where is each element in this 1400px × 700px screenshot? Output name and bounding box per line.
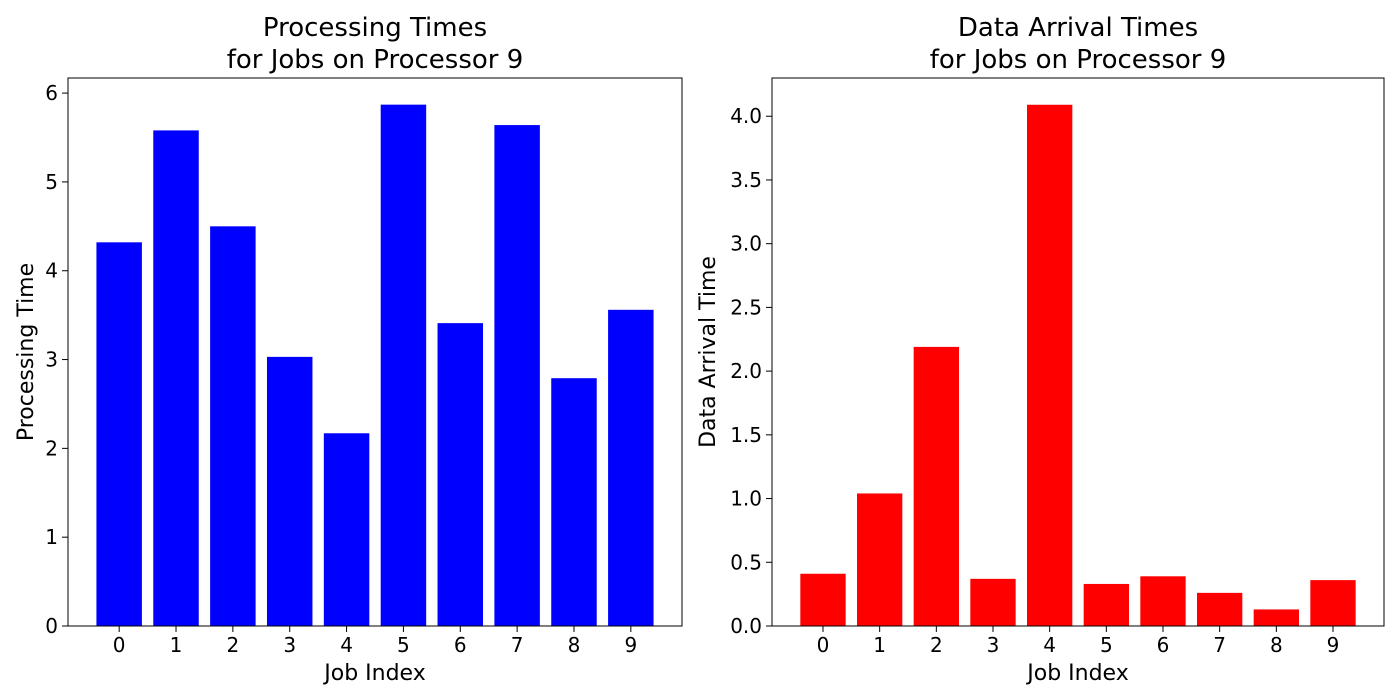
bar-job-1 [153,130,199,626]
bar-job-3 [970,578,1016,626]
x-tick-label: 5 [397,633,410,657]
bar-job-7 [1197,592,1243,626]
bar-job-5 [380,104,427,626]
chart-processing-times: Processing Times for Jobs on Processor 9… [14,13,683,686]
bars [96,104,654,626]
y-tick-label: 3 [45,348,58,372]
plot-area-frame [67,77,683,627]
y-axis-ticks: 0.0 0.5 1.0 1.5 2.0 2.5 3.0 3.5 4.0 [730,104,772,638]
y-axis-label: Data Arrival Time [696,256,721,448]
bar-job-9 [608,309,654,626]
x-tick-label: 7 [511,633,524,657]
x-tick-label: 4 [1043,633,1056,657]
bar-job-2 [913,346,959,626]
x-tick-label: 2 [930,633,943,657]
bars [800,104,1356,626]
x-tick-label: 1 [170,633,183,657]
x-tick-label: 3 [987,633,1000,657]
chart-title-line-1: Data Arrival Times [958,13,1198,43]
y-tick-label: 0 [45,614,58,638]
x-axis-ticks: 0 1 2 3 4 5 6 7 8 9 [113,626,637,657]
x-tick-label: 8 [568,633,581,657]
plot-area-frame [771,77,1385,627]
x-axis-label: Job Index [322,661,425,686]
bar-job-8 [551,378,597,626]
bar-job-2 [210,226,256,626]
y-tick-label: 1.5 [730,423,762,447]
x-tick-label: 8 [1270,633,1283,657]
x-tick-label: 2 [227,633,240,657]
y-tick-label: 4 [45,259,58,283]
x-tick-label: 5 [1100,633,1113,657]
chart-title-line-1: Processing Times [263,13,487,43]
bar-job-9 [1310,580,1356,626]
bar-job-0 [96,242,142,626]
y-tick-label: 0.0 [730,614,762,638]
bar-job-0 [800,573,846,626]
y-tick-label: 0.5 [730,550,762,574]
bar-job-7 [494,125,540,626]
bar-job-8 [1253,609,1299,626]
x-tick-label: 3 [283,633,296,657]
y-tick-label: 4.0 [730,104,762,128]
x-tick-label: 9 [624,633,637,657]
x-tick-label: 0 [113,633,126,657]
bar-job-4 [323,433,370,626]
x-tick-label: 6 [1157,633,1170,657]
chart-title-line-2: for Jobs on Processor 9 [930,45,1227,75]
y-tick-label: 2.0 [730,359,762,383]
bar-job-6 [437,323,484,626]
y-tick-label: 3.5 [730,168,762,192]
y-tick-label: 3.0 [730,232,762,256]
chart-data-arrival-times: Data Arrival Times for Jobs on Processor… [696,13,1385,686]
x-tick-label: 4 [340,633,353,657]
x-tick-label: 1 [873,633,886,657]
y-tick-label: 2 [45,436,58,460]
y-tick-label: 6 [45,81,58,105]
x-tick-label: 0 [817,633,830,657]
bar-job-6 [1140,576,1186,626]
x-tick-label: 7 [1213,633,1226,657]
bar-job-5 [1083,583,1129,626]
bar-job-3 [266,356,313,626]
y-tick-label: 1 [45,525,58,549]
y-axis-ticks: 0 1 2 3 4 5 6 [45,81,68,638]
x-tick-label: 9 [1327,633,1340,657]
x-axis-ticks: 0 1 2 3 4 5 6 7 8 9 [817,626,1340,657]
bar-job-1 [857,493,903,626]
x-axis-label: Job Index [1025,661,1128,686]
x-tick-label: 6 [454,633,467,657]
chart-title-line-2: for Jobs on Processor 9 [227,45,524,75]
y-axis-label: Processing Time [14,263,39,441]
y-tick-label: 5 [45,170,58,194]
bar-job-4 [1027,104,1073,626]
y-tick-label: 1.0 [730,487,762,511]
y-tick-label: 2.5 [730,295,762,319]
